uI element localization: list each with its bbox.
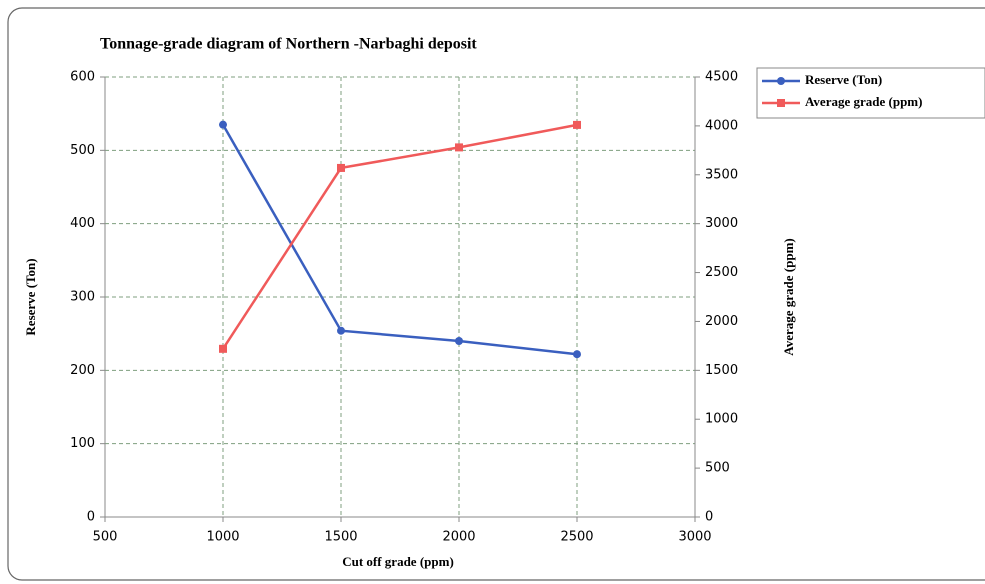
y-tick-label: 400 [70,216,95,231]
series-line [221,124,578,356]
chart-title: Tonnage-grade diagram of Northern -Narba… [100,36,477,53]
marker [337,163,345,172]
x-tick-label: 1000 [206,530,239,545]
chart-border [7,7,985,581]
legend-box [756,67,985,119]
y2-tick-label: 2500 [705,265,738,280]
x-tick-label: 2500 [560,530,593,545]
y-tick-label: 500 [70,143,95,158]
y2-axis-title: Average grade (ppm) [781,238,796,355]
x-tick-label: 2000 [442,530,475,545]
y2-tick-label: 1500 [705,363,738,378]
y2-tick-label: 0 [705,510,713,525]
marker [777,99,785,107]
legend-label: Reserve (Ton) [805,72,882,87]
x-tick-label: 3000 [678,530,711,545]
series-line [221,123,578,350]
y-tick-label: 300 [70,290,95,305]
y2-tick-label: 4500 [705,70,738,85]
y2-tick-label: 2000 [705,314,738,329]
y2-tick-label: 3500 [705,167,738,182]
y-tick-label: 100 [70,436,95,451]
y-tick-label: 0 [87,510,95,525]
marker [455,337,463,345]
y-tick-label: 600 [70,70,95,85]
marker [337,326,345,335]
marker [573,120,581,129]
y2-tick-label: 1000 [705,412,738,427]
y2-tick-label: 4000 [705,118,738,133]
y2-tick-label: 3000 [705,216,738,231]
x-tick-label: 1500 [324,530,357,545]
x-tick-label: 500 [93,530,118,545]
y-axis-title: Reserve (Ton) [23,258,38,335]
legend-label: Average grade (ppm) [805,94,922,109]
marker [777,77,785,85]
y-tick-label: 200 [70,363,95,378]
y2-tick-label: 500 [705,461,730,476]
marker [455,143,463,152]
x-axis-title: Cut off grade (ppm) [342,554,454,569]
marker [219,120,227,129]
marker [219,344,227,353]
marker [573,350,581,359]
